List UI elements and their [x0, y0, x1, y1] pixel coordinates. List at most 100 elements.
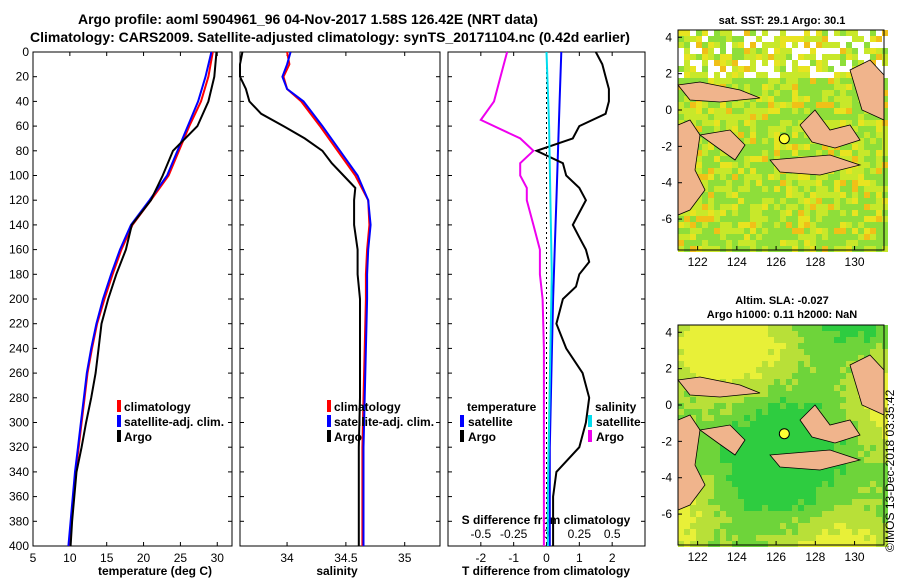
map-cell — [708, 114, 714, 120]
map-cell — [720, 529, 726, 535]
map-cell — [702, 535, 708, 541]
map-cell — [708, 397, 714, 403]
map-cell — [732, 535, 738, 541]
map-cell — [714, 108, 720, 114]
map-cell — [780, 246, 786, 252]
map-cell — [846, 379, 852, 385]
map-cell — [780, 415, 786, 421]
map-cell — [882, 415, 888, 421]
map-cell — [792, 397, 798, 403]
map-cell — [750, 186, 756, 192]
map-cell — [774, 469, 780, 475]
map-cell — [882, 475, 888, 481]
map-cell — [750, 210, 756, 216]
map-cell — [744, 439, 750, 445]
map-cell — [834, 445, 840, 451]
map-cell — [702, 66, 708, 72]
map-cell — [858, 481, 864, 487]
map-cell — [678, 403, 684, 409]
map-cell — [828, 192, 834, 198]
map-cell — [786, 144, 792, 150]
map-cell — [882, 30, 888, 36]
map-cell — [732, 42, 738, 48]
map-cell — [816, 234, 822, 240]
map-cell — [870, 186, 876, 192]
map-cell — [738, 403, 744, 409]
map-cell — [786, 487, 792, 493]
map-cell — [708, 150, 714, 156]
map-cell — [690, 415, 696, 421]
map-cell — [858, 36, 864, 42]
map-cell — [786, 493, 792, 499]
map-cell — [822, 361, 828, 367]
x-tick-label: 10 — [63, 551, 77, 565]
map-cell — [774, 96, 780, 102]
map-cell — [858, 409, 864, 415]
map-cell — [690, 30, 696, 36]
map-cell — [882, 367, 888, 373]
map-cell — [876, 156, 882, 162]
map-cell — [870, 114, 876, 120]
map-cell — [732, 162, 738, 168]
map-cell — [858, 331, 864, 337]
map-cell — [738, 517, 744, 523]
map-cell — [882, 96, 888, 102]
map-cell — [684, 246, 690, 252]
map-cell — [834, 90, 840, 96]
map-cell — [840, 72, 846, 78]
map-cell — [876, 138, 882, 144]
map-cell — [792, 427, 798, 433]
map-cell — [690, 349, 696, 355]
map-cell — [744, 511, 750, 517]
map-cell — [702, 42, 708, 48]
map-cell — [804, 108, 810, 114]
map-cell — [840, 96, 846, 102]
map-cell — [882, 535, 888, 541]
map-cell — [714, 325, 720, 331]
map-cell — [798, 108, 804, 114]
map-cell — [780, 529, 786, 535]
map-cell — [810, 108, 816, 114]
map-cell — [762, 505, 768, 511]
map-cell — [750, 415, 756, 421]
map-cell — [846, 391, 852, 397]
map-cell — [774, 216, 780, 222]
map-cell — [792, 138, 798, 144]
map-cell — [726, 493, 732, 499]
map-cell — [798, 42, 804, 48]
map-cell — [798, 132, 804, 138]
map-cell — [708, 505, 714, 511]
map-cell — [798, 469, 804, 475]
map-cell — [768, 487, 774, 493]
map-cell — [774, 90, 780, 96]
map-cell — [768, 198, 774, 204]
map-x-tick-label: 128 — [805, 550, 825, 564]
map-cell — [870, 427, 876, 433]
map-cell — [762, 186, 768, 192]
map-cell — [822, 66, 828, 72]
map-cell — [882, 349, 888, 355]
map-cell — [858, 517, 864, 523]
map-cell — [708, 367, 714, 373]
x-tick-label: 30 — [211, 551, 225, 565]
map-cell — [750, 331, 756, 337]
map-cell — [702, 240, 708, 246]
map-cell — [816, 30, 822, 36]
map-cell — [780, 475, 786, 481]
map-cell — [750, 102, 756, 108]
map-cell — [798, 541, 804, 547]
map-cell — [720, 367, 726, 373]
map-cell — [816, 337, 822, 343]
map-cell — [882, 240, 888, 246]
map-cell — [822, 240, 828, 246]
map-cell — [768, 391, 774, 397]
map-cell — [768, 186, 774, 192]
map-cell — [792, 385, 798, 391]
map-cell — [750, 457, 756, 463]
map-cell — [882, 156, 888, 162]
map-cell — [828, 186, 834, 192]
map-cell — [810, 337, 816, 343]
map-cell — [774, 210, 780, 216]
map-cell — [774, 108, 780, 114]
map-cell — [750, 66, 756, 72]
